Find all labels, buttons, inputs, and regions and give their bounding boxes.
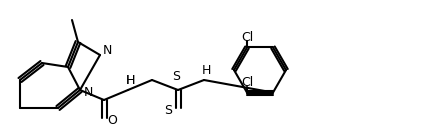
Text: Cl: Cl — [241, 76, 253, 89]
Text: Cl: Cl — [241, 31, 253, 44]
Text: H: H — [126, 75, 135, 87]
Text: N: N — [84, 86, 93, 99]
Text: S: S — [164, 104, 172, 116]
Text: S: S — [172, 70, 180, 83]
Text: H: H — [126, 74, 135, 87]
Text: O: O — [107, 113, 117, 127]
Text: N: N — [103, 44, 112, 58]
Text: H: H — [201, 64, 211, 78]
